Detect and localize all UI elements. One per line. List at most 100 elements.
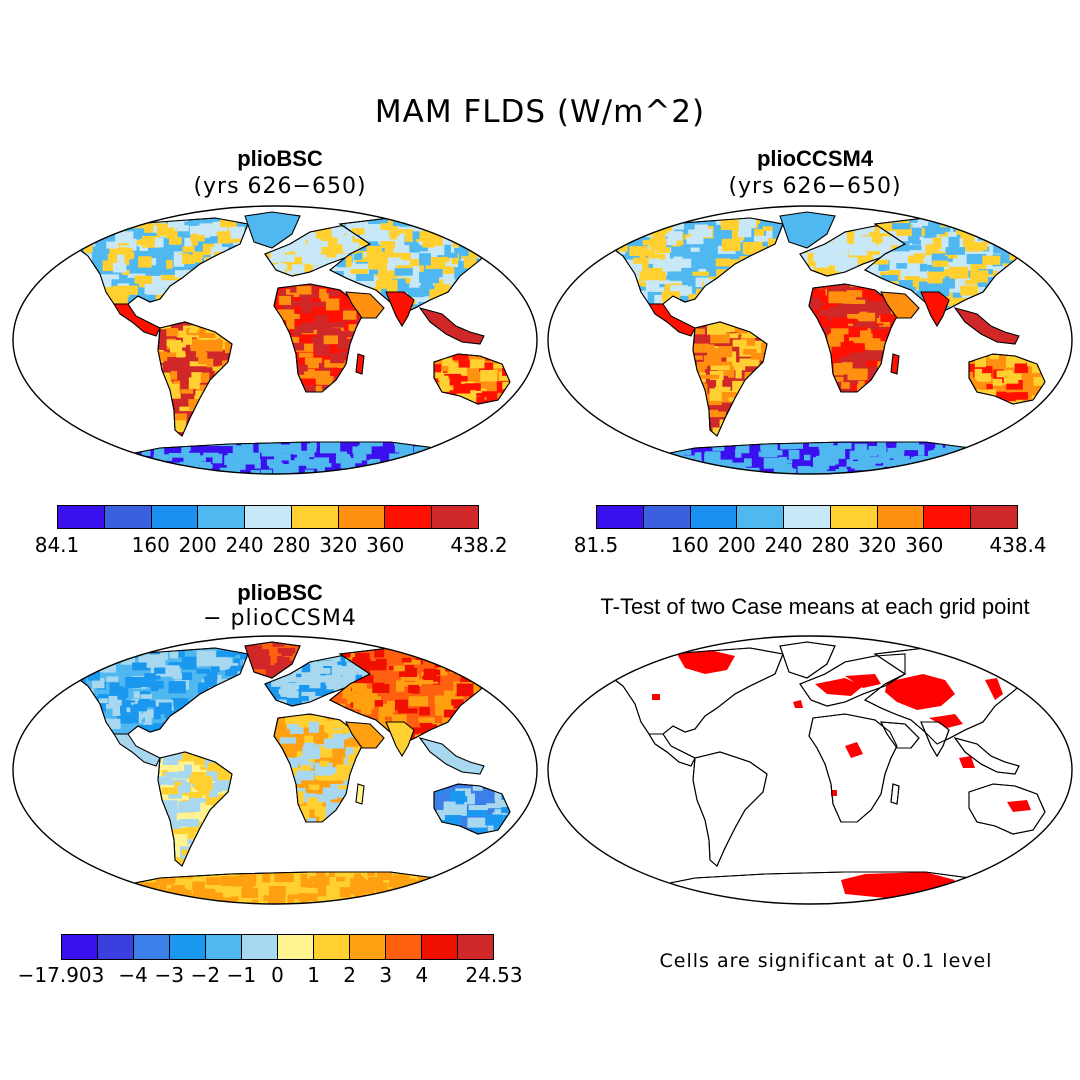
field-patch: [490, 682, 500, 691]
field-patch: [245, 667, 250, 678]
field-patch: [162, 293, 176, 304]
field-patch: [278, 674, 289, 684]
field-patch: [170, 752, 183, 760]
field-patch: [898, 280, 913, 290]
field-patch: [479, 292, 496, 299]
colorbar-tick-label: −3: [154, 963, 184, 987]
field-patch: [865, 273, 875, 281]
colorbar-swatch: [350, 935, 386, 959]
field-patch: [738, 280, 750, 289]
field-patch: [323, 720, 342, 732]
field-patch: [760, 442, 767, 451]
field-patch: [75, 276, 86, 284]
field-patch: [83, 280, 103, 290]
field-patch: [741, 417, 756, 431]
field-patch: [419, 285, 438, 297]
field-patch: [160, 274, 181, 281]
field-patch: [316, 745, 333, 758]
field-patch: [376, 442, 383, 447]
field-patch: [274, 371, 282, 376]
field-patch: [129, 873, 136, 883]
field-patch: [918, 444, 925, 456]
field-patch: [1029, 237, 1035, 248]
field-patch: [741, 425, 759, 432]
field-patch: [916, 290, 925, 304]
field-patch: [467, 793, 475, 805]
field-patch: [693, 365, 705, 377]
field-patch: [797, 465, 811, 474]
field-patch: [353, 766, 362, 776]
field-patch: [873, 259, 889, 265]
field-patch: [99, 274, 119, 280]
field-patch: [444, 244, 451, 258]
field-patch: [476, 278, 490, 290]
field-patch: [110, 452, 130, 459]
field-patch: [220, 715, 239, 727]
field-patch: [197, 285, 217, 292]
field-patch: [274, 378, 286, 385]
field-patch: [880, 274, 899, 282]
landmass-africa: [808, 713, 898, 823]
field-patch: [319, 809, 331, 822]
field-patch: [397, 708, 418, 714]
field-patch: [443, 444, 454, 453]
field-patch: [439, 379, 450, 392]
field-patch: [1010, 458, 1015, 464]
field-patch: [969, 390, 975, 400]
field-patch: [436, 304, 446, 310]
field-patch: [777, 289, 783, 300]
colorbar-tick-label: 360: [905, 533, 944, 557]
field-patch: [693, 328, 705, 335]
field-patch: [741, 443, 750, 454]
field-patch: [720, 427, 733, 433]
field-patch: [773, 463, 792, 473]
field-patch: [735, 365, 742, 379]
colorbar-swatch: [206, 935, 242, 959]
field-patch: [335, 451, 344, 464]
field-patch: [482, 709, 496, 720]
field-patch: [642, 239, 654, 246]
field-patch: [853, 236, 872, 249]
field-patch: [840, 244, 856, 251]
field-patch: [834, 260, 849, 271]
field-patch: [660, 464, 677, 474]
field-patch: [209, 858, 222, 866]
field-patch: [241, 442, 254, 455]
field-patch: [419, 261, 426, 275]
field-patch: [142, 709, 158, 718]
significant-cell: [652, 694, 660, 700]
field-patch: [493, 653, 500, 658]
field-patch: [423, 265, 443, 278]
field-patch: [841, 362, 853, 375]
colorbar-swatch: [62, 935, 98, 959]
field-patch: [766, 229, 773, 239]
field-patch: [455, 230, 465, 240]
field-patch: [225, 752, 232, 760]
field-patch: [312, 463, 332, 468]
field-patch: [188, 328, 198, 334]
field-patch: [329, 328, 341, 333]
field-patch: [440, 655, 451, 662]
field-patch: [372, 682, 385, 694]
field-patch: [199, 332, 216, 339]
field-patch: [276, 804, 290, 812]
field-patch: [998, 227, 1006, 238]
field-patch: [380, 220, 398, 231]
field-patch: [848, 331, 857, 336]
field-patch: [177, 752, 195, 762]
field-patch: [173, 254, 185, 267]
field-patch: [495, 309, 500, 314]
field-patch: [90, 223, 103, 233]
field-patch: [735, 448, 742, 458]
field-patch: [314, 457, 330, 464]
field-patch: [187, 724, 202, 730]
field-patch: [890, 337, 897, 347]
field-patch: [276, 767, 286, 777]
field-patch: [273, 264, 288, 270]
field-patch: [880, 452, 888, 462]
field-patch: [241, 887, 258, 898]
field-patch: [741, 333, 757, 339]
field-patch: [111, 886, 120, 898]
field-patch: [168, 719, 183, 728]
field-patch: [713, 346, 733, 357]
